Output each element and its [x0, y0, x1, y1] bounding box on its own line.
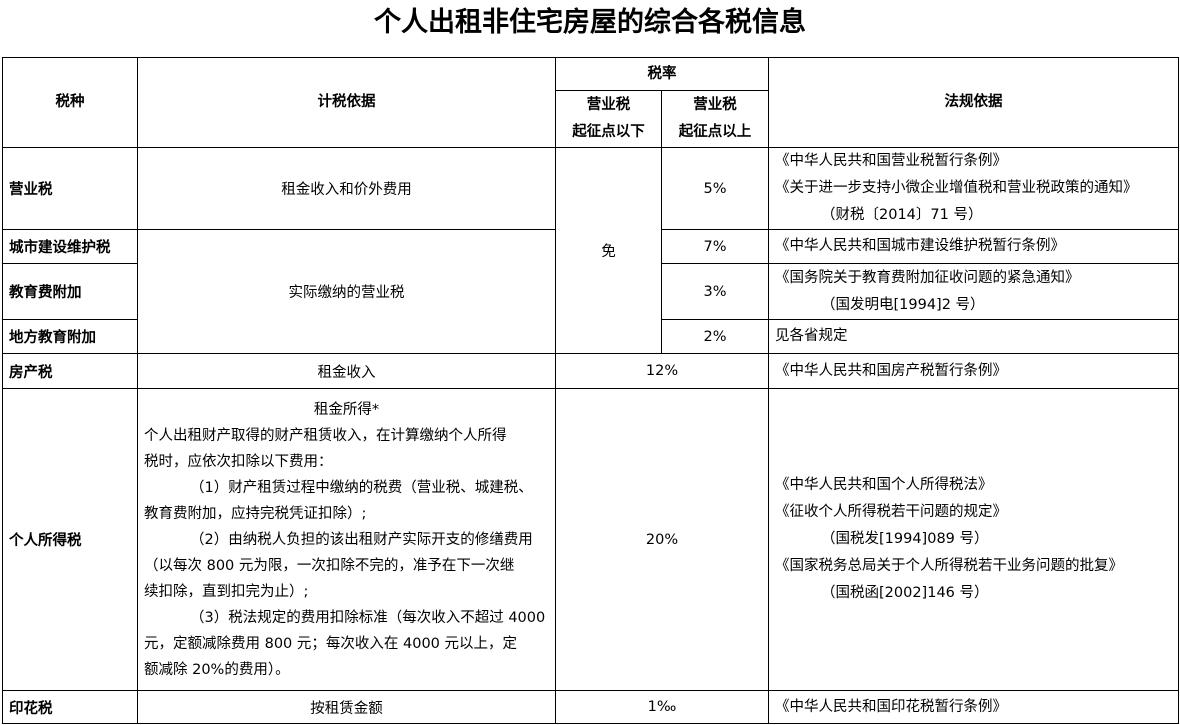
law-basis: 《中华人民共和国印花税暂行条例》: [768, 690, 1179, 724]
header-basis: 计税依据: [137, 57, 556, 148]
tax-basis: 租金所得* 个人出租财产取得的财产租赁收入，在计算缴纳个人所得 税时，应依次扣除…: [137, 388, 556, 691]
law-basis: 《中华人民共和国城市建设维护税暂行条例》: [768, 229, 1179, 264]
tax-rate: 3%: [661, 263, 769, 320]
tax-basis: 按租赁金额: [137, 690, 556, 724]
tax-table: 税种 计税依据 税率 法规依据 营业税 起征点以下 营业税 起征点以上 营业税 租金…: [2, 57, 1179, 724]
header-rate-below: 营业税 起征点以下: [555, 90, 662, 148]
table-row: 个人所得税 租金所得* 个人出租财产取得的财产租赁收入，在计算缴纳个人所得 税时…: [2, 388, 1179, 691]
table-row: 营业税 租金收入和价外费用 免 5% 《中华人民共和国营业税暂行条例》 《关于进一…: [2, 147, 1179, 354]
tax-rate: 2%: [661, 319, 769, 354]
table-row: 教育费附加 3% 《国务院关于教育费附加征收问题的紧急通知》 （国发明电[1994…: [2, 263, 1179, 320]
header-law: 法规依据: [768, 57, 1179, 148]
tax-basis: 租金收入: [137, 353, 556, 389]
law-basis: 《中华人民共和国个人所得税法》 《征收个人所得税若干问题的规定》 （国税发[1994…: [768, 388, 1179, 691]
tax-rate: 7%: [661, 229, 769, 264]
tax-name: 教育费附加: [2, 263, 138, 320]
table-row: 城市建设维护税 实际缴纳的营业税 7% 《中华人民共和国城市建设维护税暂行条例》: [2, 229, 1179, 354]
page-title: 个人出租非住宅房屋的综合各税信息: [374, 7, 806, 38]
tax-rate: 20%: [555, 388, 769, 691]
tax-rate: 1‰: [555, 690, 769, 724]
tax-name: 地方教育附加: [2, 319, 138, 354]
tax-basis: 实际缴纳的营业税: [137, 229, 556, 354]
law-basis: 《国务院关于教育费附加征收问题的紧急通知》 （国发明电[1994]2 号）: [768, 263, 1179, 320]
law-basis: 《中华人民共和国营业税暂行条例》 《关于进一步支持小微企业增值税和营业税政策的通知…: [768, 147, 1179, 230]
tax-name: 房产税: [2, 353, 138, 389]
tax-name: 印花税: [2, 690, 138, 724]
tax-name: 城市建设维护税: [2, 229, 138, 264]
tax-name: 营业税: [2, 147, 138, 230]
table-row: 印花税 按租赁金额 1‰ 《中华人民共和国印花税暂行条例》: [2, 690, 1179, 724]
header-rate: 税率: [555, 57, 769, 91]
header-row: 税种 计税依据 税率 法规依据: [2, 57, 1179, 148]
header-tax-type: 税种: [2, 57, 138, 148]
law-basis: 见各省规定: [768, 319, 1179, 354]
rate-exempt: 免: [555, 147, 662, 354]
table-row: 地方教育附加 2% 见各省规定: [2, 319, 1179, 354]
tax-rate: 12%: [555, 353, 769, 389]
tax-rate: 5%: [661, 147, 769, 230]
header-rate-above: 营业税 起征点以上: [661, 90, 769, 148]
law-basis: 《中华人民共和国房产税暂行条例》: [768, 353, 1179, 389]
table-row: 房产税 租金收入 12% 《中华人民共和国房产税暂行条例》: [2, 353, 1179, 389]
tax-basis: 租金收入和价外费用: [137, 147, 556, 230]
header-row: 营业税 起征点以下 营业税 起征点以上: [3, 90, 1179, 148]
tax-name: 个人所得税: [2, 388, 138, 691]
